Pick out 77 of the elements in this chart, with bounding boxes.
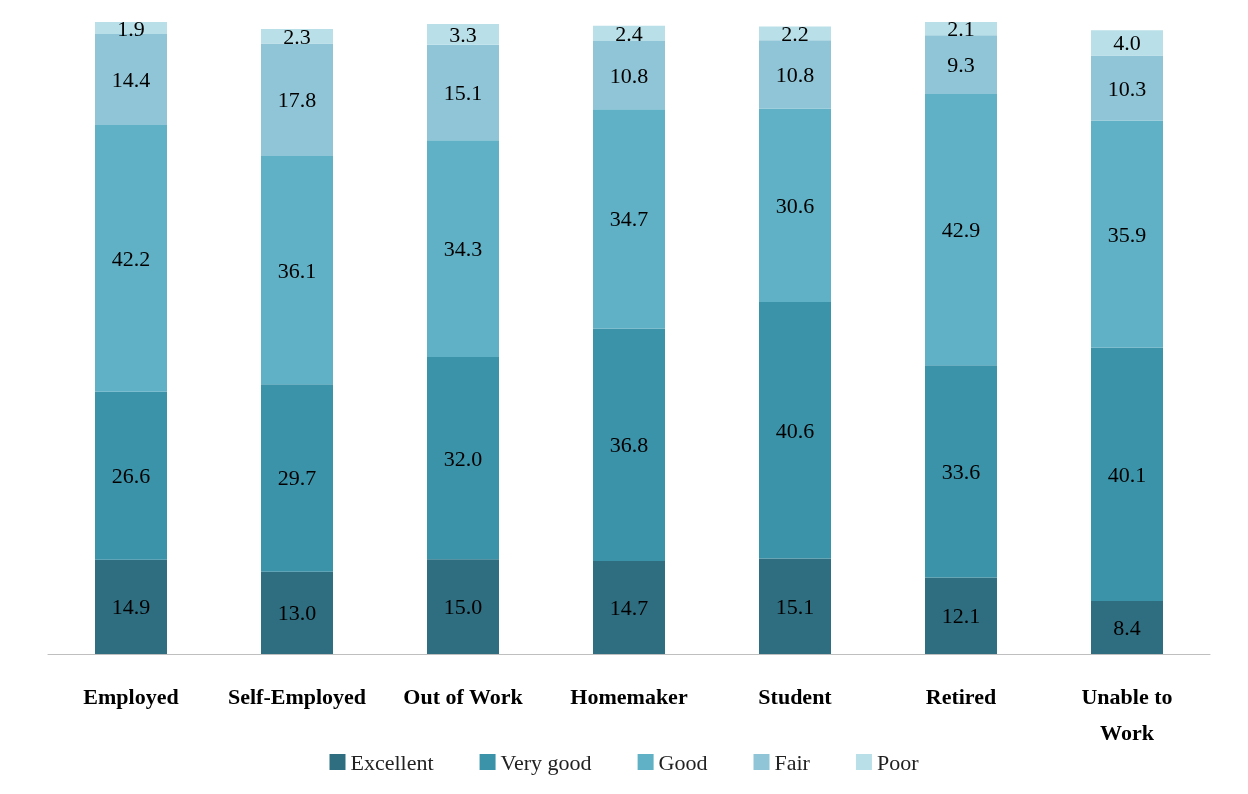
bar <box>759 40 831 109</box>
legend-label: Excellent <box>350 749 434 775</box>
data-label: 15.1 <box>443 79 483 105</box>
bar <box>427 44 499 141</box>
data-label: 36.1 <box>277 257 317 283</box>
data-label: 40.6 <box>775 417 815 443</box>
data-label: 8.4 <box>1113 614 1141 640</box>
data-label: 2.3 <box>283 23 311 49</box>
data-label: 9.3 <box>947 52 975 78</box>
bar <box>95 559 167 654</box>
data-label: 42.9 <box>941 217 981 243</box>
bar <box>1091 120 1163 348</box>
bar <box>925 365 997 578</box>
x-tick-label: Employed <box>83 683 179 709</box>
bar <box>925 577 997 654</box>
bar <box>1091 30 1163 56</box>
data-label: 12.1 <box>941 603 981 629</box>
data-label: 36.8 <box>609 432 649 458</box>
bar <box>261 384 333 572</box>
data-label: 32.0 <box>443 445 483 471</box>
bar <box>925 94 997 366</box>
bar <box>261 571 333 654</box>
bar <box>759 301 831 559</box>
data-label: 15.1 <box>775 593 815 619</box>
bar <box>925 35 997 95</box>
data-label: 2.4 <box>615 20 643 46</box>
data-label: 35.9 <box>1107 221 1147 247</box>
bar <box>593 561 665 654</box>
data-label: 3.3 <box>449 21 477 47</box>
bar <box>759 108 831 302</box>
data-label: 42.2 <box>111 245 151 271</box>
data-label: 10.8 <box>775 61 815 87</box>
bar <box>427 140 499 357</box>
x-tick-label: Homemaker <box>570 683 688 709</box>
data-label: 14.4 <box>111 67 151 93</box>
data-label: 17.8 <box>277 87 317 113</box>
x-tick-label: Self-Employed <box>227 683 367 709</box>
data-label: 30.6 <box>775 192 815 218</box>
data-label: 10.3 <box>1107 75 1147 101</box>
data-label: 26.6 <box>111 463 151 489</box>
data-label: 2.2 <box>781 20 809 46</box>
bar <box>427 356 499 560</box>
x-tick-label: Retired <box>925 683 997 709</box>
bar <box>95 34 167 126</box>
legend-label: Good <box>658 749 708 775</box>
bar <box>593 109 665 329</box>
data-label: 33.6 <box>941 458 981 484</box>
data-label: 1.9 <box>117 15 145 41</box>
data-label: 29.7 <box>277 465 317 491</box>
legend-label: Very good <box>500 749 592 775</box>
data-label: 15.0 <box>443 594 483 620</box>
bar <box>95 125 167 392</box>
bar <box>593 328 665 562</box>
bar <box>95 391 167 560</box>
data-label: 2.1 <box>947 16 975 42</box>
data-label: 4.0 <box>1113 30 1141 56</box>
data-label: 34.7 <box>609 206 649 232</box>
bar <box>427 559 499 654</box>
bar <box>1091 347 1163 601</box>
bar <box>261 155 333 385</box>
bar <box>593 40 665 110</box>
bar <box>759 558 831 654</box>
bar <box>261 43 333 156</box>
legend-label: Poor <box>876 749 920 775</box>
data-label: 14.9 <box>111 594 151 620</box>
bar <box>1091 55 1163 121</box>
bar <box>427 23 499 45</box>
data-label: 34.3 <box>443 236 483 262</box>
x-tick-label: Student <box>758 683 833 709</box>
data-label: 13.0 <box>277 600 317 626</box>
data-label: 14.7 <box>609 595 649 621</box>
x-tick-label: Out of Work <box>403 683 524 709</box>
bar <box>1091 600 1163 654</box>
data-label: 40.1 <box>1107 461 1147 487</box>
data-label: 10.8 <box>609 62 649 88</box>
legend-label: Fair <box>774 749 811 775</box>
x-tick-label: Unable to Work <box>1081 683 1173 745</box>
